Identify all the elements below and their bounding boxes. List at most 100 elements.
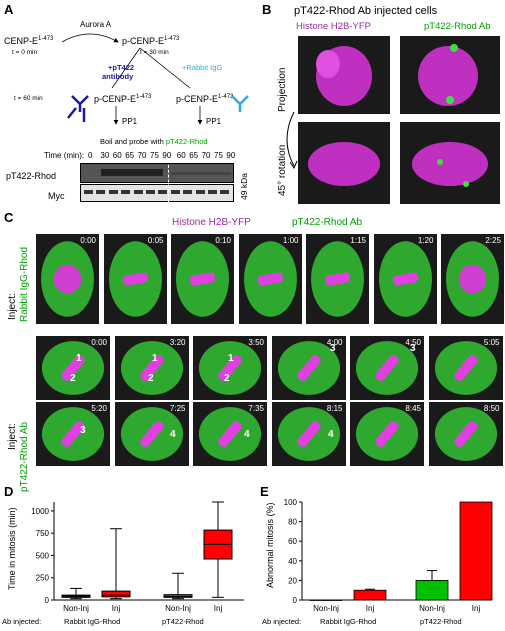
myc-band (96, 190, 106, 194)
frame-timestamp: 1:00 (282, 236, 299, 245)
frame-timestamp: 5:20 (91, 404, 107, 413)
x-category-label: Inj (112, 604, 121, 613)
panel-b-title: pT422-Rhod Ab injected cells (294, 5, 438, 17)
panel-e-label: E (260, 484, 269, 499)
time-value: 75 (150, 151, 159, 160)
time-value: 70 (201, 151, 211, 160)
timelapse-frame: 8:15 (271, 402, 346, 466)
arrow-number: 1 (228, 353, 234, 364)
time-sixty: t = 60 min (14, 95, 43, 102)
time-axis-label: Time (min): (44, 151, 85, 160)
b-rot-merge (400, 122, 500, 204)
timelapse-frame: 7:25 (114, 402, 189, 466)
time-value: 60 (176, 151, 186, 160)
time-value: 65 (125, 151, 135, 160)
timelapse-frame: 0:10 (171, 234, 234, 324)
time-value: 0 (88, 151, 93, 160)
frame-timestamp: 8:45 (405, 404, 421, 413)
timelapse-frame: 0:05 (103, 234, 167, 324)
frame-timestamp: 0:00 (80, 236, 96, 245)
frame-timestamp: 0:10 (215, 236, 231, 245)
panel-c-label: C (4, 210, 14, 225)
arrow-number: 4 (328, 429, 334, 440)
y-tick-label: 40 (288, 557, 297, 566)
time-value: 90 (162, 151, 172, 160)
timelapse-frame: 3:20 (114, 336, 189, 400)
blot-myc (80, 184, 234, 202)
time-value: 60 (112, 151, 122, 160)
blot-divider (168, 160, 169, 202)
x-category-label: Non-Inj (63, 604, 89, 613)
antibody-label: antibody (102, 72, 134, 81)
x-category-label: Non-Inj (313, 604, 339, 613)
timelapse-frame: 7:35 (193, 402, 267, 466)
bar-0 (309, 599, 343, 601)
pp1-left: PP1 (122, 117, 138, 126)
pp1-right: PP1 (206, 117, 222, 126)
timelapse-frame: 4:00 (271, 336, 346, 400)
box-0 (61, 587, 91, 600)
x-category-label: Inj (366, 604, 375, 613)
arrow-number: 3 (80, 425, 86, 436)
bar-3 (459, 501, 493, 601)
frame-timestamp: 7:25 (169, 404, 186, 413)
timelapse-frame: 3:50 (193, 336, 267, 400)
time-value: 75 (214, 151, 223, 160)
panel-c-ch1: Histone H2B-YFP (172, 217, 251, 228)
panel-e-abinjected: Ab injected: (262, 617, 302, 626)
frame-timestamp: 8:50 (483, 404, 500, 413)
y-tick-label: 0 (293, 596, 298, 605)
timelapse-frame: 8:45 (350, 402, 424, 466)
y-tick-label: 100 (284, 498, 298, 507)
inject-label-2: Inject: (7, 423, 18, 450)
y-tick-label: 250 (36, 574, 50, 583)
pcenp-right: p-CENP-E1-473 (176, 94, 234, 104)
y-tick-label: 750 (36, 529, 50, 538)
frame-timestamp: 0:00 (91, 338, 107, 347)
b-rot-h2b (298, 122, 390, 204)
panel-d-label: D (4, 484, 14, 499)
rotation-arrow-icon (286, 111, 298, 170)
myc-band (220, 190, 230, 194)
panel-e-ylabel: Abnormal mitosis (%) (265, 502, 275, 588)
timelapse-frame: 4:50 (350, 336, 424, 400)
frame-timestamp: 7:35 (248, 404, 264, 413)
myc-band (158, 190, 168, 194)
antibody-icon-blue (67, 95, 89, 122)
bar-chart: 0 20 40 60 80 100 Non-Inj Inj Non-Inj Inj (284, 498, 493, 613)
blot-pt422 (80, 163, 234, 183)
bar-2 (415, 570, 449, 601)
arrow-number: 4 (170, 429, 176, 440)
timelapse-frame: 1:20 (373, 234, 437, 324)
arrow-number: 3 (410, 343, 416, 354)
timelapse-frame: 1:15 (306, 234, 369, 324)
frame-timestamp: 0:05 (147, 236, 164, 245)
myc-band (183, 190, 193, 194)
y-tick-label: 1000 (31, 507, 49, 516)
b-proj-merge (400, 36, 500, 114)
pcenp-left: p-CENP-E1-473 (94, 94, 152, 104)
box-plot: 0 250 500 750 1000 Non-Inj Inj Non-Inj Inj (31, 501, 244, 613)
timelapse-frame: 0:00 (36, 336, 110, 400)
anti-pt422-label: +pT422 (108, 63, 135, 72)
myc-band (133, 190, 143, 194)
panel-e-group2: pT422-Rhod (420, 617, 462, 626)
time-value: 30 (100, 151, 110, 160)
time-value: 70 (137, 151, 147, 160)
box-1 (101, 528, 131, 600)
time-zero: t = 0 min (12, 49, 38, 56)
arrow-number: 1 (152, 353, 158, 364)
frame-timestamp: 5:05 (483, 338, 500, 347)
kda-label: 49 kDa (239, 173, 249, 200)
frame-timestamp: 2:25 (485, 236, 501, 245)
panel-b-ch1: Histone H2B-YFP (296, 21, 371, 32)
time-value: 90 (226, 151, 236, 160)
panel-b-row1: Projection (277, 67, 288, 112)
arrow-number: 2 (224, 373, 230, 384)
frame-timestamp: 4:50 (405, 338, 421, 347)
timelapse-frame: 1:00 (238, 234, 302, 324)
y-tick-label: 0 (45, 596, 50, 605)
y-tick-label: 500 (36, 551, 50, 560)
frame-timestamp: 3:20 (169, 338, 186, 347)
inject-label-1: Inject: (7, 293, 18, 320)
